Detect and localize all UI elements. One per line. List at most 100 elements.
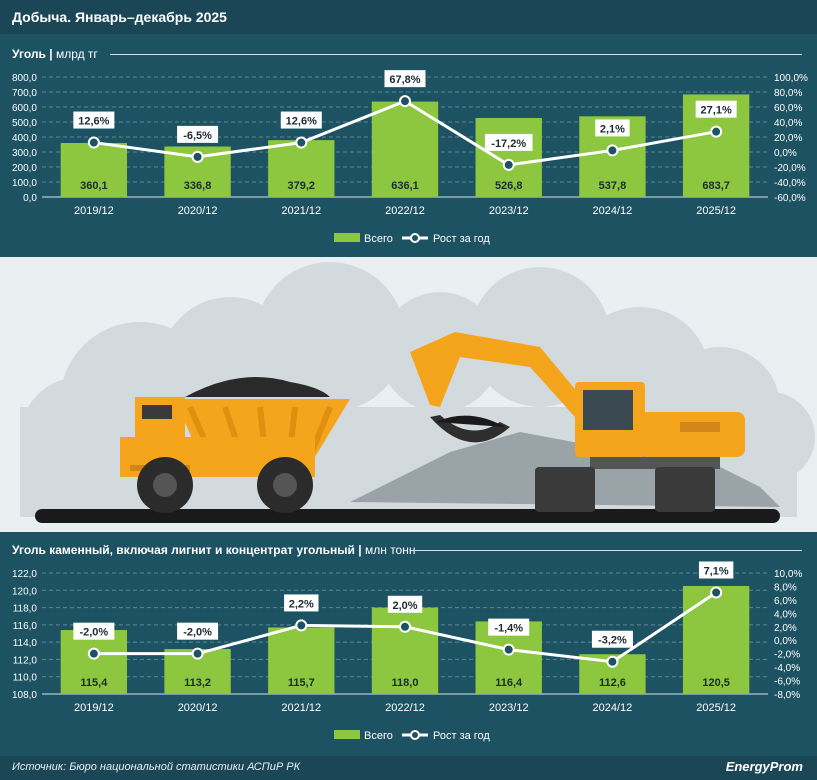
y2-tick-label: 60,0% <box>774 103 802 114</box>
x-tick-label: 2024/12 <box>593 205 633 217</box>
x-tick-label: 2023/12 <box>489 205 529 217</box>
growth-point <box>606 144 619 157</box>
growth-label: -2,0% <box>79 627 108 639</box>
y-tick-label: 108,0 <box>12 690 37 701</box>
x-tick-label: 2025/12 <box>696 702 736 714</box>
y2-tick-label: -2,0% <box>774 650 800 661</box>
chart-2-svg: 108,0 110,0 112,0 114,0 116,0 118,0 120,0 122,0… <box>12 561 802 742</box>
footer: Источник: Бюро национальной статистики А… <box>0 756 817 780</box>
growth-label-box <box>177 622 219 640</box>
y-tick-label: 112,0 <box>13 655 38 666</box>
energyprom-logo: EnergyProm <box>725 759 803 774</box>
mining-illustration <box>0 257 817 532</box>
growth-point <box>191 150 204 163</box>
growth-point <box>502 643 515 656</box>
legend-bar-label: Всего <box>364 233 393 245</box>
chart-2-title: Уголь каменный, включая лигнит и концент… <box>12 543 355 557</box>
growth-point <box>399 95 411 108</box>
growth-label: -6,5% <box>183 130 212 142</box>
y-tick-label: 100,0 <box>12 178 37 189</box>
y2-tick-label: -20,0% <box>774 163 806 174</box>
growth-label-box <box>73 622 115 640</box>
bar-value-label: 537,8 <box>599 180 627 192</box>
growth-label: 2,0% <box>392 600 417 612</box>
growth-label: -3,2% <box>598 635 627 647</box>
y2-tick-label: 0,0% <box>774 148 797 159</box>
chart-2-header: Уголь каменный, включая лигнит и концент… <box>12 543 416 557</box>
chart-1-header: Уголь | млрд тг <box>12 47 98 61</box>
growth-label: -17,2% <box>491 138 526 150</box>
bar-value-label: 379,2 <box>288 180 316 192</box>
y-tick-label: 122,0 <box>12 569 37 580</box>
x-tick-label: 2023/12 <box>489 702 529 714</box>
x-tick-label: 2020/12 <box>178 702 218 714</box>
growth-point <box>399 620 411 633</box>
y2-tick-label: -6,0% <box>774 677 800 688</box>
bar <box>268 140 335 197</box>
growth-label: 12,6% <box>286 116 317 128</box>
bar-value-label: 120,5 <box>702 677 730 689</box>
growth-label-box <box>73 111 115 129</box>
bar <box>60 142 128 197</box>
growth-label-box <box>177 125 219 143</box>
y2-tick-label: -8,0% <box>774 690 800 701</box>
growth-label-box <box>488 618 530 636</box>
y2-tick-label: -4,0% <box>774 663 800 674</box>
bar-value-label: 115,7 <box>288 677 315 689</box>
bar-value-label: 636,1 <box>391 180 419 192</box>
bar <box>682 585 750 694</box>
y2-tick-label: -40,0% <box>774 178 806 189</box>
y2-tick-label: 100,0% <box>774 73 808 84</box>
bar <box>60 630 128 694</box>
bar <box>371 101 439 197</box>
bar-value-label: 116,4 <box>495 677 523 689</box>
bar-value-label: 112,6 <box>599 677 626 689</box>
y-tick-label: 200,0 <box>12 163 37 174</box>
growth-label: 27,1% <box>701 105 732 117</box>
y-tick-label: 110,0 <box>13 673 38 684</box>
bar-value-label: 683,7 <box>702 180 730 192</box>
y2-tick-label: 80,0% <box>774 88 802 99</box>
growth-point <box>295 136 308 149</box>
title-bar: Добыча. Январь–декабрь 2025 <box>0 0 817 34</box>
x-tick-label: 2025/12 <box>696 205 736 217</box>
dump-truck-icon <box>120 377 350 513</box>
bar <box>475 117 542 197</box>
growth-label: -2,0% <box>183 627 212 639</box>
x-tick-label: 2022/12 <box>385 205 425 217</box>
excavator-icon <box>410 332 745 512</box>
y2-tick-label: 2,0% <box>774 623 797 634</box>
growth-label-box <box>695 100 737 118</box>
y2-tick-label: -60,0% <box>774 193 806 204</box>
y2-tick-label: 10,0% <box>774 569 802 580</box>
x-tick-label: 2021/12 <box>281 205 321 217</box>
growth-label-box <box>284 594 319 612</box>
growth-label: 2,1% <box>600 123 625 135</box>
growth-label-box <box>280 111 322 129</box>
x-tick-label: 2024/12 <box>593 702 633 714</box>
y-tick-label: 300,0 <box>12 148 37 159</box>
chart-1-svg: 0,0 100,0 200,0 300,0 400,0 500,0 600,0 700,0 80… <box>12 70 808 245</box>
y-tick-label: 400,0 <box>12 133 37 144</box>
mining-illustration-svg <box>20 262 815 523</box>
y-tick-label: 700,0 <box>12 88 37 99</box>
growth-point <box>710 125 723 138</box>
y2-tick-label: 40,0% <box>774 118 802 129</box>
bar <box>268 627 335 694</box>
growth-label: 12,6% <box>78 116 109 128</box>
x-tick-label: 2022/12 <box>385 702 425 714</box>
legend-line-marker <box>410 233 420 243</box>
chart-1-header-rule <box>110 54 802 55</box>
ground-strip <box>35 509 780 523</box>
page-title: Добыча. Январь–декабрь 2025 <box>12 9 227 25</box>
legend-line-marker <box>410 730 420 740</box>
y-tick-label: 116,0 <box>13 621 38 632</box>
growth-label-box <box>595 119 630 137</box>
bar-value-label: 113,2 <box>184 677 211 689</box>
growth-label: 67,8% <box>389 74 420 86</box>
x-tick-label: 2019/12 <box>74 702 114 714</box>
y2-tick-label: 8,0% <box>774 582 797 593</box>
y-tick-label: 0,0 <box>23 193 37 204</box>
growth-label-box <box>698 561 734 579</box>
x-tick-label: 2021/12 <box>281 702 321 714</box>
